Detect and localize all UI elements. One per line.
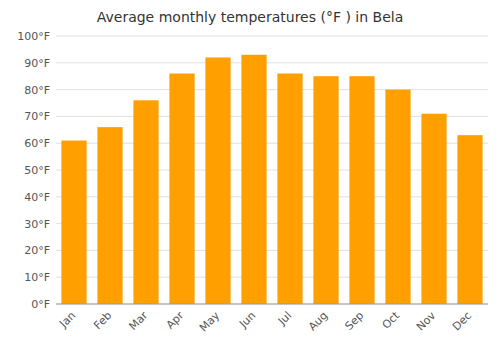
x-tick-label: Jul	[275, 309, 294, 328]
x-tick-label: Aug	[306, 309, 330, 333]
y-tick-label: 40°F	[24, 191, 50, 204]
x-axis-line	[56, 304, 488, 305]
x-axis: Jan Feb Mar Apr May Jun Jul Aug Sep Oct Nov Dec	[56, 304, 488, 334]
bar	[169, 74, 194, 304]
bar	[97, 127, 122, 304]
grid-line	[56, 304, 488, 305]
chart: Average monthly temperatures (°F ) in Be…	[0, 0, 500, 350]
grid-line	[56, 89, 488, 90]
bars	[61, 55, 482, 304]
y-tick-label: 60°F	[24, 137, 50, 150]
grid-line	[56, 62, 488, 63]
bar	[457, 135, 482, 304]
y-tick-label: 80°F	[24, 84, 50, 97]
bar	[277, 74, 302, 304]
bar	[205, 57, 230, 304]
grid-line	[56, 36, 488, 37]
y-tick-label: 100°F	[17, 30, 50, 43]
chart-container: Average monthly temperatures (°F ) in Be…	[0, 0, 500, 350]
bar	[241, 55, 266, 304]
y-axis: 0°F 10°F 20°F 30°F 40°F 50°F 60°F 70°F 80°F 90°F 1…	[17, 30, 488, 311]
x-tick-label: Oct	[380, 309, 403, 332]
x-tick-label: Sep	[342, 309, 366, 333]
bar	[385, 90, 410, 304]
x-tick-label: Feb	[91, 309, 114, 332]
x-tick-label: Mar	[126, 309, 150, 333]
x-tick-label: Dec	[450, 309, 474, 333]
title: Average monthly temperatures (°F ) in Be…	[97, 9, 404, 25]
y-tick-label: 0°F	[31, 298, 50, 311]
x-tick-label: Apr	[164, 309, 187, 332]
bar	[133, 100, 158, 304]
y-tick-label: 70°F	[24, 110, 50, 123]
y-tick-label: 50°F	[24, 164, 50, 177]
bar	[421, 114, 446, 304]
x-tick-label: Nov	[414, 309, 439, 334]
bar	[313, 76, 338, 304]
x-tick-label: Jan	[56, 309, 78, 331]
y-tick-label: 20°F	[24, 244, 50, 257]
bar	[349, 76, 374, 304]
y-tick-label: 90°F	[24, 57, 50, 70]
y-tick-label: 10°F	[24, 271, 50, 284]
y-tick-label: 30°F	[24, 218, 50, 231]
bar	[61, 141, 86, 304]
x-tick-label: May	[197, 309, 223, 335]
x-tick-label: Jun	[236, 309, 258, 331]
